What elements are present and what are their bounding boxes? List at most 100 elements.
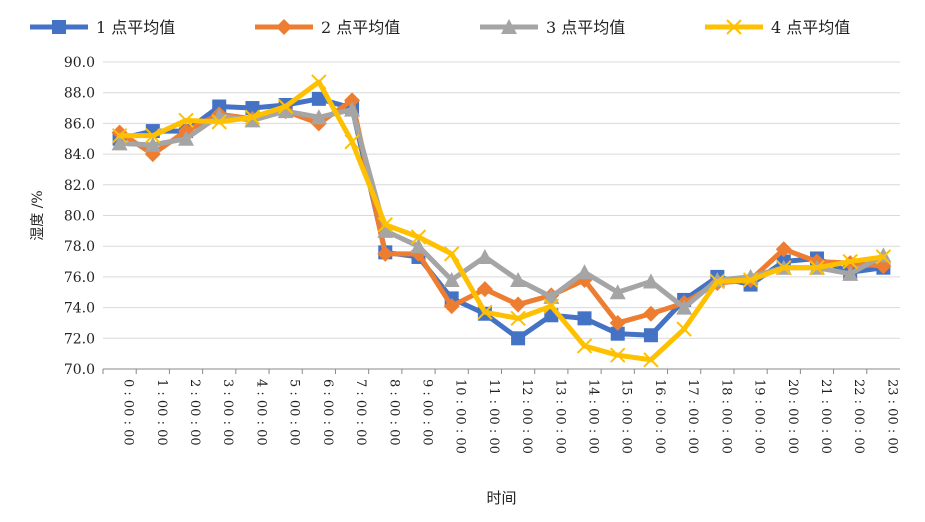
legend-label: 4 点平均值 [771, 18, 850, 37]
data-point [609, 314, 626, 331]
data-point [178, 130, 195, 146]
data-point [809, 259, 825, 276]
x-tick-label: 5 : 00 : 00 [287, 379, 302, 446]
data-point [410, 229, 427, 245]
series-line [117, 79, 886, 363]
data-point [510, 271, 527, 287]
x-tick-label: 0 : 00 : 00 [121, 379, 136, 446]
x-tick-label: 9 : 00 : 00 [419, 379, 434, 446]
data-point-stroke [111, 127, 128, 144]
legend-item: 1 点平均值 [30, 18, 175, 37]
data-point-stroke [842, 253, 858, 270]
data-point-stroke [776, 259, 792, 276]
data-point [476, 248, 493, 264]
data-point [245, 101, 260, 116]
y-tick-label: 78.0 [64, 239, 95, 255]
x-tick-label: 18 : 00 : 00 [718, 379, 733, 454]
y-tick-label: 82.0 [64, 178, 95, 194]
series-2 [111, 92, 892, 331]
data-point [510, 310, 526, 327]
data-point-stroke [244, 109, 261, 125]
data-point [511, 331, 526, 346]
y-tick-label: 86.0 [64, 116, 95, 132]
data-point [576, 264, 593, 280]
legend-label: 2 点平均值 [321, 18, 400, 37]
data-point [410, 238, 427, 254]
data-point-stroke [643, 352, 659, 368]
data-point-stroke [311, 74, 327, 90]
x-tick-label: 6 : 00 : 00 [320, 379, 335, 446]
x-tick-label: 2 : 00 : 00 [187, 379, 202, 446]
x-axis-title: 时间 [486, 489, 516, 507]
data-point-stroke [344, 134, 360, 150]
x-tick-label: 20 : 00 : 00 [785, 379, 800, 454]
legend: 1 点平均值 2 点平均值 3 点平均值 4 点平均值 [30, 18, 850, 37]
x-tick-label: 8 : 00 : 00 [386, 379, 401, 446]
data-point-stroke [277, 98, 294, 115]
data-point [643, 352, 659, 368]
data-point [776, 259, 792, 276]
y-tick-label: 80.0 [64, 209, 95, 225]
data-point [111, 135, 128, 151]
data-point [145, 127, 161, 144]
series-line [117, 96, 886, 341]
data-point [211, 114, 227, 130]
data-point [178, 112, 194, 129]
data-point [709, 273, 726, 290]
x-tick-label: 1 : 00 : 00 [154, 379, 169, 446]
legend-item: 3 点平均值 [480, 18, 625, 37]
data-point-stroke [875, 249, 892, 265]
data-point-stroke [543, 298, 560, 314]
data-point-stroke [211, 114, 227, 130]
x-tick-label: 22 : 00 : 00 [851, 379, 866, 454]
data-point [377, 222, 394, 238]
series-line [117, 97, 886, 326]
data-point [52, 20, 66, 34]
data-point [842, 265, 859, 281]
data-point [642, 273, 659, 289]
legend-label: 3 点平均值 [546, 18, 625, 37]
data-point-stroke [510, 310, 526, 327]
data-point-stroke [443, 246, 460, 262]
data-point [277, 103, 294, 119]
data-point [310, 109, 327, 125]
y-tick-label: 88.0 [64, 86, 95, 102]
data-point [244, 109, 261, 125]
data-point [510, 296, 527, 313]
data-point [276, 19, 292, 35]
data-point-stroke [709, 273, 726, 290]
data-point [643, 328, 658, 343]
y-tick-label: 90.0 [64, 55, 95, 71]
data-point [842, 253, 858, 270]
y-axis-title: 湿度 /% [30, 190, 46, 240]
data-point [476, 281, 493, 298]
series-line [117, 107, 886, 311]
data-point [610, 347, 626, 363]
data-point [477, 304, 493, 320]
data-point [501, 19, 517, 34]
data-point [610, 326, 625, 341]
x-tick-label: 13 : 00 : 00 [552, 379, 567, 454]
data-point [377, 245, 394, 262]
x-tick-label: 10 : 00 : 00 [453, 379, 468, 454]
data-point [875, 249, 892, 265]
legend-item: 4 点平均值 [705, 18, 850, 37]
x-tick-label: 15 : 00 : 00 [619, 379, 634, 454]
gridlines [103, 61, 900, 370]
legend-label: 1 点平均值 [96, 18, 175, 37]
data-point [543, 288, 560, 304]
x-tick-label: 12 : 00 : 00 [519, 379, 534, 454]
x-tick-label: 7 : 00 : 00 [353, 379, 368, 446]
data-point [576, 338, 593, 354]
y-tick-label: 76.0 [64, 270, 95, 286]
y-tick-label: 70.0 [64, 362, 95, 378]
data-point [775, 241, 792, 258]
series-4 [111, 74, 892, 368]
data-point-stroke [145, 127, 161, 144]
data-point [577, 311, 592, 326]
data-point-stroke [576, 338, 593, 354]
series-3 [111, 101, 892, 315]
legend-item: 2 点平均值 [255, 18, 400, 37]
x-tick-label: 4 : 00 : 00 [253, 379, 268, 446]
